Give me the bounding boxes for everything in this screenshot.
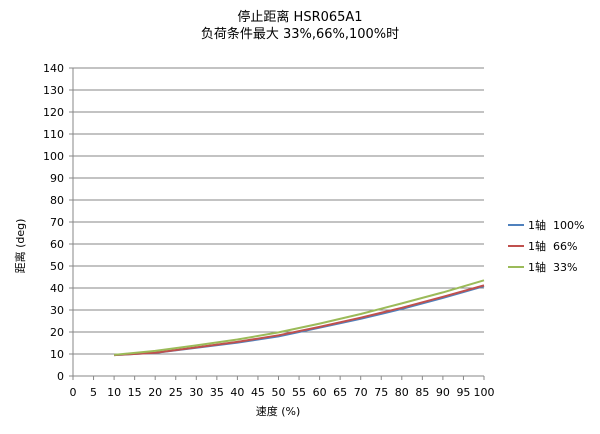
x-tick-label: 75 bbox=[374, 386, 388, 399]
y-tick-label: 50 bbox=[50, 260, 64, 273]
x-tick-label: 55 bbox=[292, 386, 306, 399]
axes bbox=[69, 67, 485, 380]
y-tick-label: 30 bbox=[50, 304, 64, 317]
x-tick-labels: 0 5 10 15 20 25 30 35 40 45 50 55 60 65 70 75 80 85 90 95 10… bbox=[70, 386, 495, 399]
x-tick-label: 20 bbox=[148, 386, 162, 399]
x-tick-label: 65 bbox=[333, 386, 347, 399]
x-tick-label: 25 bbox=[169, 386, 183, 399]
y-tick-label: 70 bbox=[50, 216, 64, 229]
x-tick-label: 50 bbox=[272, 386, 286, 399]
x-tick-label: 0 bbox=[70, 386, 77, 399]
chart-title: 停止距离 HSR065A1 bbox=[237, 10, 363, 25]
y-axis-label: 距离 (deg) bbox=[13, 219, 27, 274]
y-tick-label: 80 bbox=[50, 194, 64, 207]
y-tick-label: 140 bbox=[43, 62, 64, 75]
x-tick-label: 60 bbox=[313, 386, 327, 399]
x-tick-label: 90 bbox=[436, 386, 450, 399]
legend-label: 1轴 33% bbox=[528, 260, 577, 274]
x-tick-label: 70 bbox=[354, 386, 368, 399]
y-tick-label: 60 bbox=[50, 238, 64, 251]
x-tick-label: 85 bbox=[415, 386, 429, 399]
x-tick-label: 100 bbox=[474, 386, 495, 399]
x-tick-label: 95 bbox=[456, 386, 470, 399]
y-tick-label: 0 bbox=[57, 370, 64, 383]
y-tick-label: 10 bbox=[50, 348, 64, 361]
y-tick-label: 90 bbox=[50, 172, 64, 185]
x-tick-label: 5 bbox=[90, 386, 97, 399]
x-tick-label: 40 bbox=[230, 386, 244, 399]
y-tick-label: 20 bbox=[50, 326, 64, 339]
x-tick-label: 10 bbox=[107, 386, 121, 399]
y-tick-label: 100 bbox=[43, 150, 64, 163]
x-tick-label: 15 bbox=[128, 386, 142, 399]
y-tick-label: 110 bbox=[43, 128, 64, 141]
x-tick-label: 80 bbox=[395, 386, 409, 399]
x-tick-label: 30 bbox=[189, 386, 203, 399]
x-axis-label: 速度 (%) bbox=[256, 404, 301, 418]
y-tick-label: 120 bbox=[43, 106, 64, 119]
x-tick-label: 35 bbox=[210, 386, 224, 399]
legend-label: 1轴 100% bbox=[528, 218, 584, 232]
legend: 1轴 100% 1轴 66% 1轴 33% bbox=[508, 218, 584, 274]
chart-subtitle: 负荷条件最大 33%,66%,100%时 bbox=[200, 27, 400, 42]
y-tick-label: 40 bbox=[50, 282, 64, 295]
series-line-1 bbox=[114, 284, 485, 357]
y-tick-labels: 0 10 20 30 40 50 60 70 80 90 100 110 120 130 140 bbox=[43, 62, 64, 383]
y-tick-label: 130 bbox=[43, 84, 64, 97]
series-lines bbox=[114, 279, 485, 357]
series-line-2 bbox=[114, 279, 485, 356]
gridlines bbox=[73, 67, 484, 355]
x-tick-label: 45 bbox=[251, 386, 265, 399]
legend-label: 1轴 66% bbox=[528, 239, 577, 253]
